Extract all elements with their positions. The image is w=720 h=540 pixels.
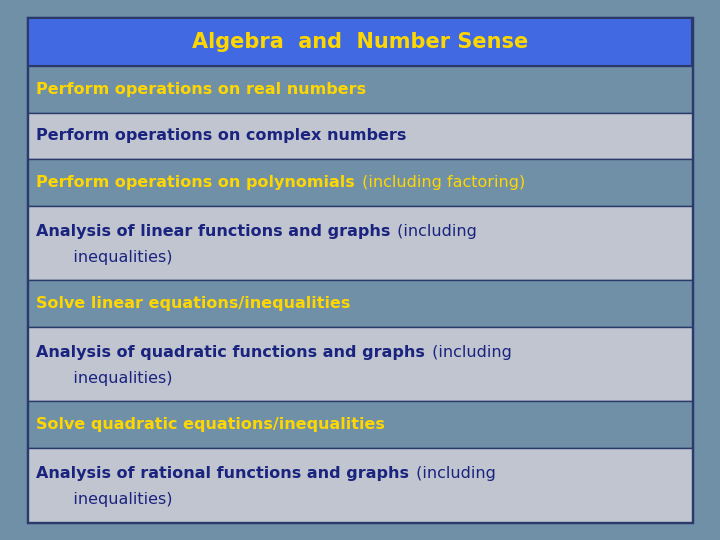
- Text: Analysis of linear functions and graphs: Analysis of linear functions and graphs: [36, 224, 390, 239]
- Text: Perform operations on polynomials: Perform operations on polynomials: [36, 175, 355, 190]
- Text: (including: (including: [411, 466, 496, 481]
- Text: Perform operations on real numbers: Perform operations on real numbers: [36, 82, 366, 97]
- Text: (including: (including: [392, 224, 477, 239]
- Bar: [28, 66, 692, 112]
- Bar: [28, 280, 692, 327]
- Text: Solve quadratic equations/inequalities: Solve quadratic equations/inequalities: [36, 417, 385, 432]
- Bar: [28, 18, 692, 66]
- Text: Analysis of quadratic functions and graphs: Analysis of quadratic functions and grap…: [36, 345, 425, 360]
- Bar: [28, 448, 692, 522]
- Text: inequalities): inequalities): [58, 371, 173, 386]
- Text: Analysis of rational functions and graphs: Analysis of rational functions and graph…: [36, 466, 409, 481]
- Text: Algebra  and  Number Sense: Algebra and Number Sense: [192, 32, 528, 52]
- Text: inequalities): inequalities): [58, 492, 173, 507]
- Bar: [28, 327, 692, 401]
- Bar: [28, 112, 692, 159]
- Text: (including factoring): (including factoring): [356, 175, 525, 190]
- Text: Perform operations on complex numbers: Perform operations on complex numbers: [36, 129, 406, 143]
- Text: inequalities): inequalities): [58, 250, 173, 265]
- Bar: [28, 206, 692, 280]
- Bar: [28, 159, 692, 206]
- Text: Solve linear equations/inequalities: Solve linear equations/inequalities: [36, 296, 351, 311]
- Bar: [28, 401, 692, 448]
- Text: (including: (including: [427, 345, 512, 360]
